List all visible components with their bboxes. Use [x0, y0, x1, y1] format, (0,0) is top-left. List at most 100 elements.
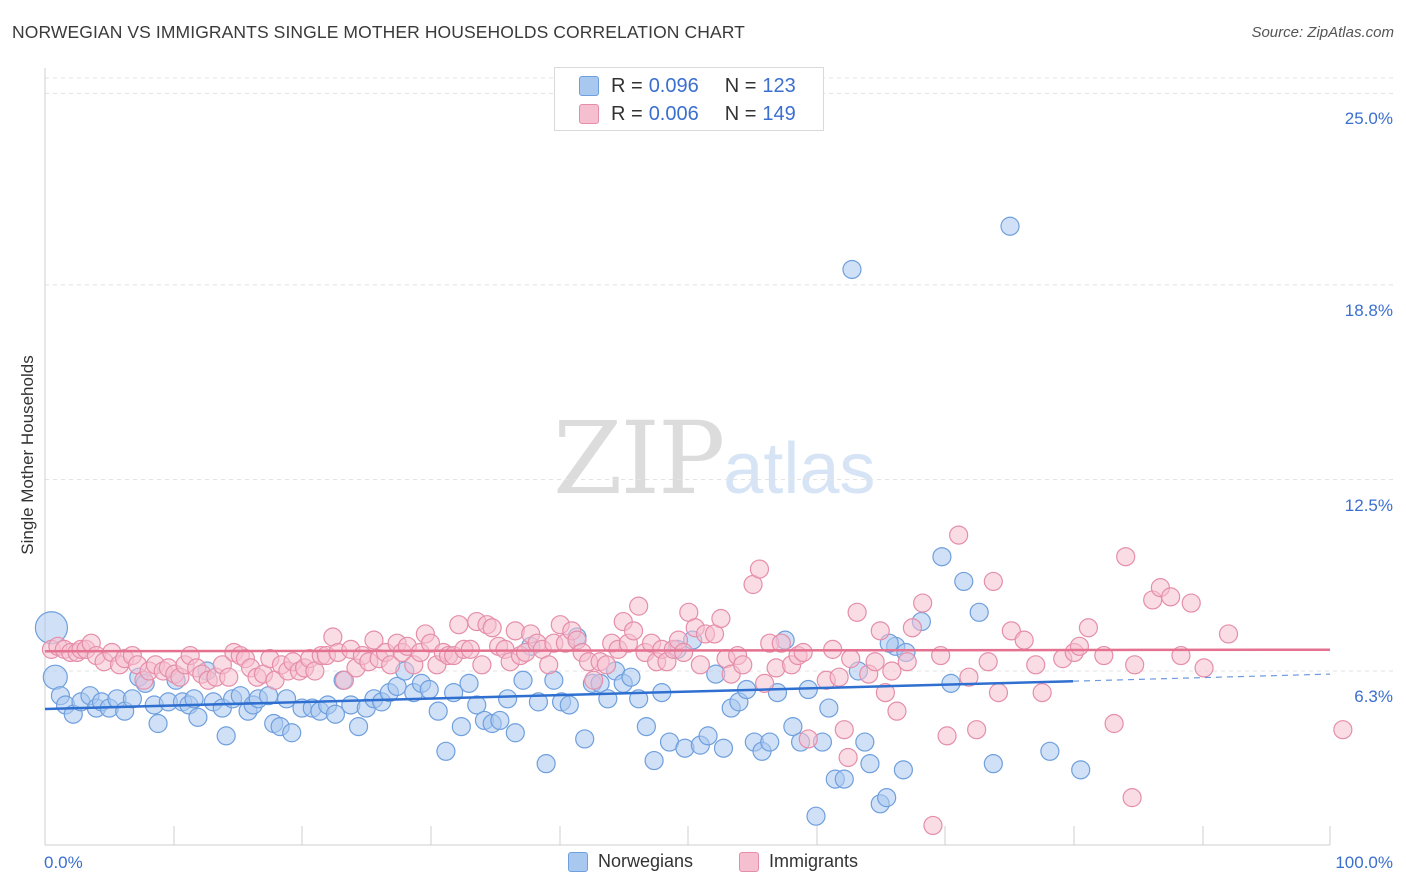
point-immigrants-64 — [420, 633, 441, 653]
y-tick-label-2: 18.8% — [1344, 300, 1393, 320]
point-norwegians-118 — [932, 547, 952, 567]
point-norwegians-21 — [184, 689, 204, 709]
chart-title: NORWEGIAN VS IMMIGRANTS SINGLE MOTHER HO… — [12, 22, 745, 42]
point-immigrants-161 — [1069, 636, 1090, 656]
point-immigrants-141 — [882, 661, 902, 681]
point-norwegians-44 — [348, 716, 369, 737]
point-immigrants-156 — [1014, 630, 1034, 650]
point-norwegians-79 — [621, 667, 641, 687]
point-norwegians-86 — [675, 738, 695, 758]
point-immigrants-71 — [460, 639, 480, 659]
legend-r-value: 0.006 — [648, 102, 699, 125]
legend-row-norwegians: R = 0.096 N = 123 — [579, 73, 796, 99]
point-norwegians-115 — [893, 760, 913, 780]
legend-r-label: R = — [611, 74, 643, 97]
bottom-legend-immigrants: Immigrants — [739, 851, 858, 872]
point-immigrants-151 — [967, 720, 987, 740]
point-immigrants-140 — [875, 683, 895, 703]
point-immigrants-153 — [983, 571, 1003, 592]
watermark-atlas: atlas — [723, 429, 876, 509]
point-norwegians-108 — [842, 259, 862, 280]
y-tick-label-3: 25.0% — [1344, 109, 1393, 129]
point-immigrants-165 — [1116, 547, 1136, 567]
point-immigrants-142 — [887, 701, 907, 721]
point-immigrants-138 — [865, 652, 885, 672]
point-immigrants-85 — [539, 655, 559, 675]
point-immigrants-155 — [1001, 621, 1021, 641]
point-immigrants-115 — [711, 608, 731, 629]
point-immigrants-95 — [596, 655, 617, 675]
point-immigrants-157 — [1026, 655, 1046, 675]
bottom-legend-swatch-immigrants — [739, 851, 759, 872]
bottom-legend-label-immigrants: Immigrants — [769, 851, 859, 871]
point-norwegians-71 — [559, 695, 579, 715]
point-norwegians-64 — [505, 723, 525, 743]
x-tick-label-1: 100.0% — [1335, 853, 1393, 872]
point-norwegians-57 — [451, 716, 471, 737]
bottom-legend-label-norwegians: Norwegians — [598, 851, 694, 871]
legend-r-value: 0.096 — [648, 74, 699, 97]
point-norwegians-122 — [983, 754, 1003, 774]
point-norwegians-124 — [1040, 741, 1060, 761]
point-immigrants-145 — [913, 593, 933, 613]
source-label: Source: ZipAtlas.com — [1251, 24, 1394, 41]
point-immigrants-54 — [364, 630, 384, 650]
watermark-zip: ZIP — [553, 400, 725, 517]
point-norwegians-36 — [282, 723, 302, 743]
legend-swatch-norwegians — [579, 76, 599, 96]
point-immigrants-112 — [690, 655, 710, 675]
point-norwegians-105 — [819, 698, 839, 718]
point-norwegians-125 — [1071, 760, 1091, 780]
point-immigrants-132 — [829, 667, 849, 687]
legend-swatch-immigrants — [579, 104, 599, 124]
point-immigrants-150 — [959, 667, 979, 687]
point-norwegians-111 — [860, 754, 880, 774]
legend-n-label: N = — [724, 102, 757, 125]
point-norwegians-113 — [877, 788, 897, 808]
point-norwegians-123 — [1000, 216, 1020, 236]
point-norwegians-81 — [636, 716, 656, 737]
series-norwegians — [34, 216, 1091, 826]
point-norwegians-22 — [188, 707, 208, 727]
point-immigrants-135 — [841, 649, 861, 669]
point-norwegians-121 — [969, 602, 989, 622]
point-immigrants-164 — [1104, 713, 1124, 734]
point-norwegians-91 — [713, 738, 734, 758]
point-immigrants-152 — [978, 652, 998, 672]
point-immigrants-166 — [1125, 655, 1145, 675]
point-immigrants-49 — [334, 670, 355, 690]
point-norwegians-58 — [459, 673, 479, 693]
point-immigrants-93 — [584, 670, 604, 690]
watermark: ZIPatlas — [553, 400, 875, 517]
point-immigrants-169 — [1161, 587, 1181, 607]
point-immigrants-121 — [749, 559, 770, 579]
point-immigrants-128 — [793, 642, 813, 663]
y-tick-label-0: 6.3% — [1354, 687, 1393, 706]
point-norwegians-73 — [575, 729, 595, 749]
point-norwegians-100 — [783, 716, 803, 737]
point-immigrants-171 — [1181, 593, 1201, 613]
point-immigrants-124 — [766, 658, 786, 678]
point-norwegians-43 — [341, 695, 361, 715]
legend-r-label: R = — [611, 102, 643, 125]
point-immigrants-29 — [219, 667, 239, 687]
point-norwegians-89 — [698, 726, 718, 746]
bottom-legend-swatch-norwegians — [568, 851, 588, 872]
point-immigrants-133 — [834, 720, 854, 740]
point-norwegians-120 — [954, 571, 974, 592]
point-immigrants-154 — [988, 683, 1009, 703]
point-norwegians-54 — [428, 701, 448, 721]
point-immigrants-174 — [1333, 720, 1353, 740]
bottom-legend-norwegians: Norwegians — [568, 851, 693, 872]
trend-line-immigrants — [44, 648, 1331, 653]
point-norwegians-59 — [467, 695, 487, 715]
point-norwegians-103 — [806, 806, 826, 826]
point-immigrants-162 — [1078, 618, 1099, 638]
point-immigrants-125 — [771, 633, 791, 653]
point-immigrants-173 — [1218, 624, 1239, 644]
point-immigrants-139 — [870, 621, 890, 641]
point-immigrants-79 — [505, 621, 525, 641]
grid-lines — [45, 77, 1395, 672]
y-axis-label: Single Mother Households — [18, 355, 37, 555]
